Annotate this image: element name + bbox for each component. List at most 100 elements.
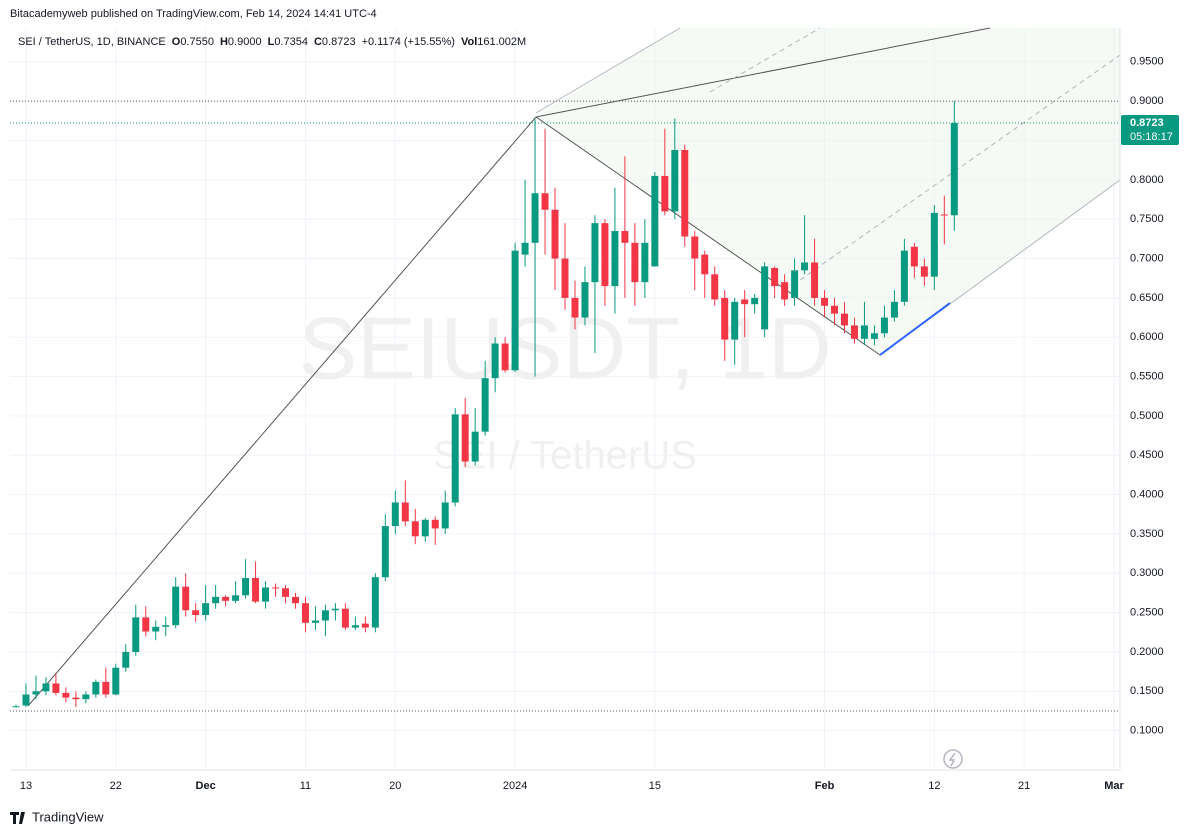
candle-body — [491, 343, 499, 379]
y-tick-label: 0.5000 — [1130, 410, 1164, 422]
candle-body — [331, 608, 339, 611]
candle-body — [701, 254, 709, 275]
candle-body — [341, 608, 349, 628]
candle-body — [441, 502, 449, 529]
ohlc-label: C — [314, 36, 322, 48]
candle-body — [850, 325, 858, 339]
candle-body — [821, 297, 829, 306]
volume-label: Vol — [461, 36, 477, 48]
candle-body — [202, 603, 210, 615]
candle-body — [551, 209, 559, 259]
candle-body — [272, 587, 280, 589]
ohlc-label: H — [220, 36, 228, 48]
y-tick-label: 0.4500 — [1130, 449, 1164, 461]
candle-body — [591, 223, 599, 283]
ohlc-label: L — [268, 36, 275, 48]
y-tick-label: 0.8000 — [1130, 174, 1164, 186]
y-tick-label: 0.6000 — [1130, 331, 1164, 343]
y-tick-label: 0.5500 — [1130, 370, 1164, 382]
candle-body — [471, 431, 479, 462]
x-tick-label: 11 — [300, 780, 311, 792]
volume-value: 161.002M — [477, 36, 526, 48]
candle-body — [880, 317, 888, 334]
candle-body — [82, 694, 90, 700]
candle-body — [152, 626, 160, 632]
y-tick-label: 0.3000 — [1130, 567, 1164, 579]
candle-body — [431, 519, 439, 529]
tv-logo — [10, 812, 25, 824]
candle-body — [42, 683, 50, 692]
candle-body — [831, 305, 839, 314]
candle-body — [391, 502, 399, 527]
candle-body — [421, 519, 429, 537]
candle-body — [801, 262, 809, 271]
watermark-symbol: SEIUSDT, 1D — [298, 298, 831, 397]
candle-body — [461, 414, 469, 462]
pitchfork-median — [535, 27, 991, 118]
candle-body — [711, 274, 719, 300]
candle-body — [252, 578, 260, 602]
pitchfork-dash-upper — [709, 27, 821, 93]
y-tick-label: 0.9000 — [1130, 95, 1164, 107]
candle-body — [841, 313, 848, 326]
pitchfork-fill — [536, 28, 1120, 355]
y-tick-label: 0.2500 — [1130, 607, 1164, 619]
candle-body — [32, 691, 40, 695]
candle-body — [860, 325, 868, 339]
candle-body — [72, 697, 80, 700]
candle-body — [611, 231, 619, 287]
candle-body — [940, 214, 948, 216]
candle-body — [132, 617, 140, 652]
pitchfork-handle — [535, 116, 881, 356]
candle-body — [112, 667, 120, 695]
pitchfork-upper — [535, 27, 681, 114]
price-tag-value: 0.8723 — [1130, 117, 1164, 129]
candle-body — [681, 149, 689, 237]
candle-body — [401, 502, 409, 522]
candle-body — [282, 588, 289, 597]
candle-body — [601, 223, 609, 287]
candle-body — [371, 577, 379, 628]
candle-body — [671, 149, 679, 212]
candle-body — [791, 270, 799, 298]
symbol-legend: SEI / TetherUS, 1D, BINANCE O 0.7550 H 0.900… — [18, 36, 526, 48]
candle-body — [321, 610, 329, 621]
candle-body — [142, 617, 150, 632]
y-tick-label: 0.2000 — [1130, 646, 1164, 658]
candle-body — [950, 122, 958, 216]
ohlc-value: 0.7550 — [180, 36, 214, 48]
candle-body — [12, 706, 20, 708]
candle-body — [811, 262, 819, 298]
symbol-name: SEI / TetherUS, 1D, BINANCE — [18, 36, 166, 48]
candle-body — [222, 596, 230, 601]
candle-body — [62, 692, 70, 698]
flash-bolt — [948, 752, 956, 767]
candle-body — [870, 333, 878, 339]
blue-trend-line — [879, 302, 951, 356]
x-tick-label: 13 — [20, 780, 32, 792]
candle-body — [291, 596, 299, 604]
x-tick-label: Dec — [196, 780, 216, 792]
candle-body — [381, 526, 389, 578]
candle-body — [631, 242, 639, 283]
candle-body — [22, 694, 30, 706]
y-tick-label: 0.7500 — [1130, 213, 1164, 225]
y-tick-label: 0.6500 — [1130, 292, 1164, 304]
candle-body — [890, 301, 898, 318]
ohlc-label: O — [172, 36, 181, 48]
change-value: +0.1174 (+15.55%) — [362, 36, 455, 48]
y-tick-label: 0.1000 — [1130, 725, 1164, 737]
candle-body — [411, 521, 419, 537]
candle-body — [521, 242, 529, 255]
candle-body — [262, 587, 270, 602]
pitchfork-dash-lower — [799, 54, 1121, 281]
candle-body — [900, 250, 908, 302]
candle-body — [910, 246, 918, 267]
trend-line — [27, 116, 537, 707]
candle-body — [242, 578, 250, 596]
x-tick-label: 15 — [649, 780, 661, 792]
y-tick-label: 0.1500 — [1130, 685, 1164, 697]
candle-body — [561, 258, 569, 298]
